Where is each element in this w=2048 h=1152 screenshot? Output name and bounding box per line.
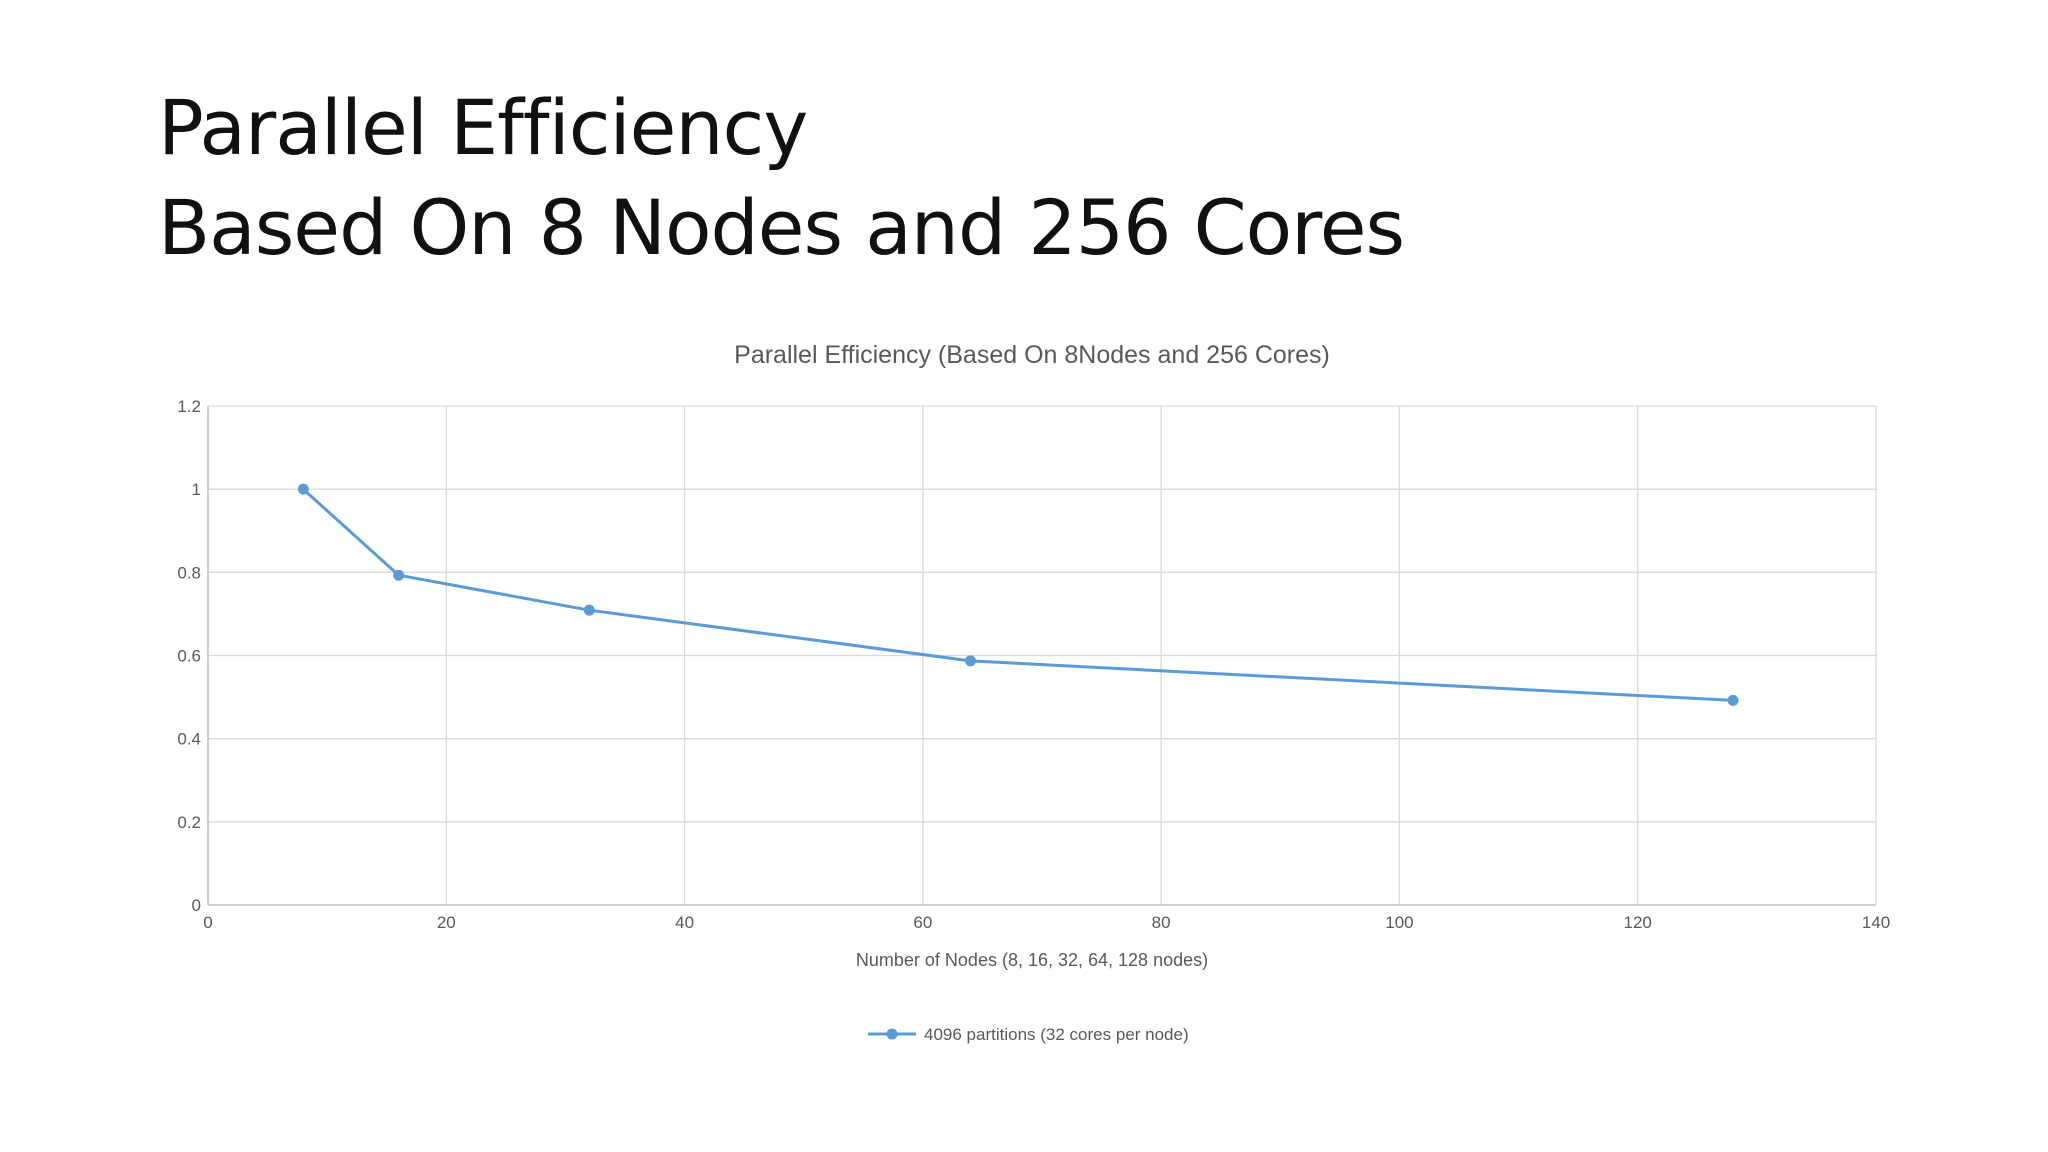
y-tick-label: 0.6 bbox=[177, 647, 201, 666]
slide-title-line-1: Parallel Efficiency bbox=[158, 83, 808, 172]
legend: 4096 partitions (32 cores per node) bbox=[868, 1025, 1189, 1044]
data-point bbox=[1727, 694, 1739, 706]
x-tick-label: 140 bbox=[1862, 913, 1890, 932]
x-tick-label: 60 bbox=[913, 913, 932, 932]
chart-title: Parallel Efficiency (Based On 8Nodes and… bbox=[734, 341, 1330, 369]
x-tick-label: 40 bbox=[675, 913, 694, 932]
y-tick-label: 0.8 bbox=[177, 563, 201, 582]
x-tick-label: 100 bbox=[1385, 913, 1413, 932]
slide-title-line-2: Based On 8 Nodes and 256 Cores bbox=[158, 183, 1405, 272]
tick-labels: 0 0.2 0.4 0.6 0.8 1 1.2 0 20 40 60 80 100 120 140 bbox=[177, 397, 1890, 932]
y-tick-label: 0.2 bbox=[177, 813, 201, 832]
series-line bbox=[302, 488, 1734, 702]
data-point bbox=[583, 604, 595, 616]
slide-title: Parallel Efficiency Based On 8 Nodes and… bbox=[158, 78, 1405, 278]
data-point bbox=[965, 655, 977, 667]
legend-label: 4096 partitions (32 cores per node) bbox=[924, 1025, 1189, 1044]
y-tick-label: 0 bbox=[192, 896, 201, 915]
axes bbox=[207, 406, 1876, 906]
x-axis-label: Number of Nodes (8, 16, 32, 64, 128 node… bbox=[856, 950, 1208, 970]
data-point bbox=[393, 569, 405, 581]
x-tick-label: 20 bbox=[437, 913, 456, 932]
data-point bbox=[297, 483, 309, 495]
gridlines bbox=[208, 405, 1877, 905]
series-lines bbox=[297, 483, 1739, 706]
y-tick-label: 1 bbox=[192, 480, 201, 499]
x-tick-label: 80 bbox=[1152, 913, 1171, 932]
legend-swatch-marker bbox=[886, 1028, 898, 1040]
x-tick-label: 0 bbox=[203, 913, 212, 932]
x-tick-label: 120 bbox=[1624, 913, 1652, 932]
y-tick-label: 1.2 bbox=[177, 397, 201, 416]
y-tick-label: 0.4 bbox=[177, 730, 201, 749]
